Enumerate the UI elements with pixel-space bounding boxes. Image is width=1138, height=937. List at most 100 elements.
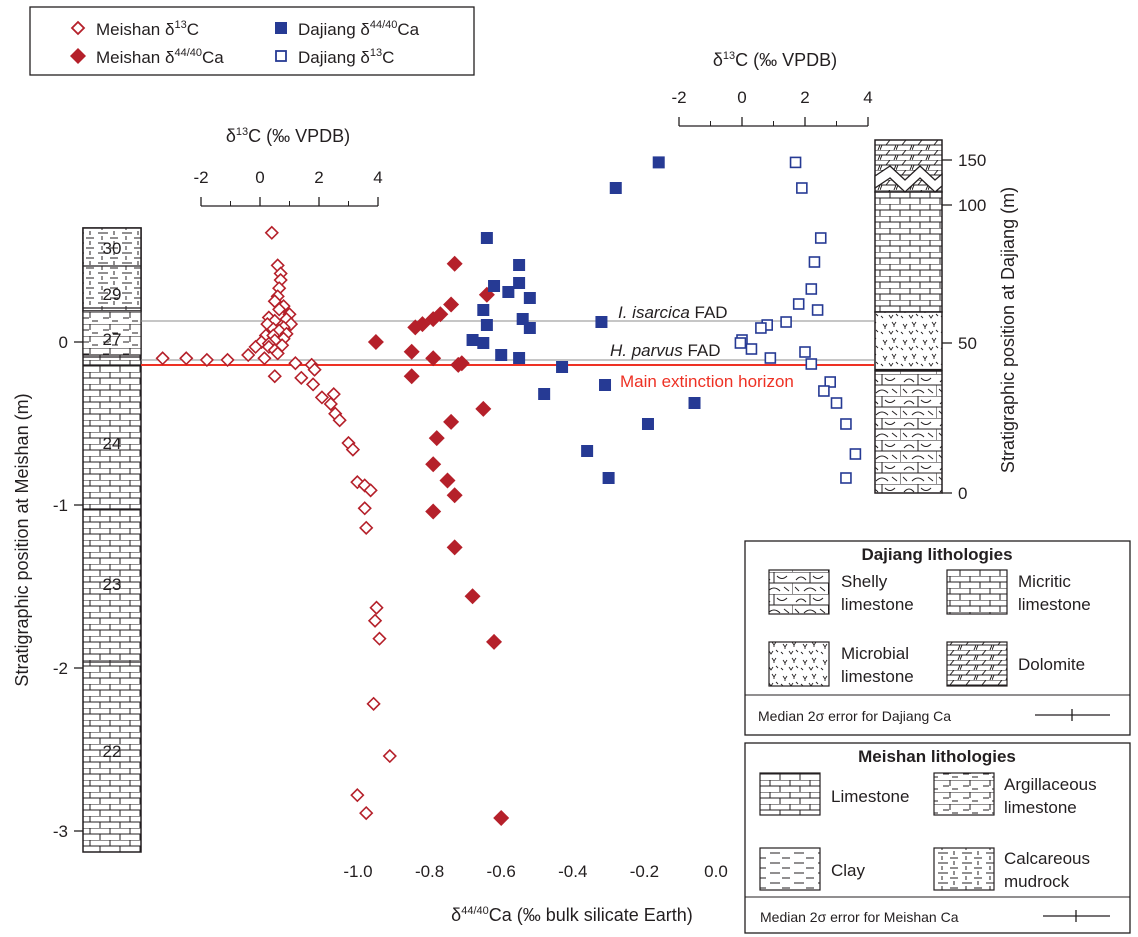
dajiang-dca-point [609,182,622,194]
meishan-d13c-point [367,613,383,628]
dajiang-d13c-point [780,316,792,328]
meishan-d13c-point [267,369,282,384]
bed-number-29: 29 [103,285,122,304]
legend-argillaceous-line2: limestone [1004,798,1077,817]
dajiang-dca-point [495,349,508,361]
meishan-error-bar [1043,910,1110,922]
dajiang-dca-point [652,156,665,169]
meishan-dca-point [425,503,442,520]
bed-number-22: 22 [103,742,122,761]
dajiang-d13c-point [808,256,821,268]
legend-limestone-label: Limestone [831,787,909,806]
legend-marker-filled-diamond [70,48,86,64]
dajiang-dca-point [595,316,608,328]
dajiang-d13c-axis-title: δ13C (‰ VPDB) [713,50,837,70]
dajiang-microbial-layer [874,311,943,371]
swatch-argillaceous-limestone [933,772,995,816]
meishan-d13c-point [179,351,194,366]
dajiang-legend-title: Dajiang lithologies [861,545,1012,564]
meishan-dca-point [464,588,481,605]
swatch-calcareous-mudrock [933,847,995,891]
dajiang-d13c-point [840,418,852,430]
meishan-d13c-point [369,600,384,615]
meishan-d13c-point [199,352,215,368]
dajiang-d13c-point [745,343,758,355]
ca-tick-label: -1.0 [343,862,372,881]
meishan-y-tick-label: -3 [53,822,68,841]
dajiang-d13c-point [824,376,837,388]
dajiang-d13c-point [734,337,747,349]
dajiang-dca-point [602,472,615,484]
legend-label-dajiang-d13c: Dajiang δ13C [298,47,394,67]
legend-label-meishan-d13c: Meishan δ13C [96,19,199,39]
dajiang-dca-point [688,397,701,409]
dajiang-y-tick-label: 100 [958,196,986,215]
legend-label-meishan-dca: Meishan δ44/40Ca [96,47,224,67]
meishan-y-tick-label: -1 [53,496,68,515]
meishan-dca-point [407,319,424,336]
dajiang-d13c-point [814,232,827,244]
meishan-argillaceous-layer [82,310,142,356]
meishan-d13c-point [305,377,321,392]
legend-shelly-line2: limestone [841,595,914,614]
main-extinction-label: Main extinction horizon [620,372,794,391]
dajiang-dca-point [599,379,612,391]
meishan-dca-point [367,334,384,350]
data-points [155,156,862,826]
ca-tick-label: -0.4 [558,862,587,881]
dajiang-y-tick-label: 0 [958,484,967,503]
ca-x-axis: δ44/40Ca (‰ bulk silicate Earth) -1.0 -0.… [343,862,727,925]
dajiang-dca-point [513,277,526,289]
meishan-d13c-point [307,362,322,377]
dajiang-d13c-point [805,358,818,370]
dajiang-d13c-point [805,283,818,295]
dajiang-d13c-point [792,298,805,310]
dajiang-dca-point [556,361,569,373]
d13c-tick-label: 2 [800,88,809,107]
meishan-d13c-point [257,351,272,366]
meishan-d13c-point [314,390,330,405]
ca-tick-label: -0.6 [487,862,516,881]
swatch-microbial-limestone [768,641,830,687]
meishan-d13c-point [372,631,387,646]
legend-mudrock-line2: mudrock [1004,872,1070,891]
d13c-tick-label: -2 [193,168,208,187]
dajiang-error-bar [1035,709,1110,721]
legend-micritic-line1: Micritic [1018,572,1071,591]
dajiang-dca-point [538,388,551,400]
meishan-error-label: Median 2σ error for Meishan Ca [760,909,959,925]
d13c-tick-label: 4 [863,88,872,107]
dajiang-d13c-axis: δ13C (‰ VPDB) -2 0 2 4 [671,50,873,127]
bed-number-27: 27 [103,330,122,349]
legend-marker-open-square [275,50,287,62]
bed-number-24: 24 [103,434,122,453]
meishan-d13c-axis: δ13C (‰ VPDB) -2 0 2 4 [193,126,383,207]
meishan-d13c-point [357,501,372,516]
dajiang-micritic-layer [874,191,943,313]
meishan-legend-title: Meishan lithologies [858,747,1016,766]
dajiang-d13c-point [811,304,824,316]
dajiang-dca-point [477,304,490,316]
dajiang-dca-point [523,322,536,334]
ca-tick-label: -0.8 [415,862,444,881]
meishan-lithology-legend: Meishan lithologies Limestone Argillaceo… [744,742,1131,934]
legend-clay-label: Clay [831,861,866,880]
meishan-d13c-point [294,370,309,385]
meishan-y-tick-label: 0 [59,333,68,352]
meishan-d13c-point [288,356,303,371]
legend-item-dajiang-dca: Dajiang δ44/40Ca [275,19,420,39]
dajiang-dca-point [641,418,654,430]
legend-marker-open-diamond [70,20,86,36]
meishan-y-axis: 0 -1 -2 -3 [53,333,83,841]
legend-item-meishan-d13c: Meishan δ13C [70,19,199,39]
meishan-dca-point [425,456,442,473]
meishan-mudrock-layer [82,227,142,312]
dajiang-dca-point [513,259,526,271]
legend-argillaceous-line1: Argillaceous [1004,775,1097,794]
dajiang-d13c-point [799,346,811,358]
dajiang-dca-point [523,292,536,304]
meishan-lithology-column: 30 29 27 24 23 22 0 -1 -2 -3 Stratigraphic … [12,227,142,853]
dajiang-shelly-layer [874,370,943,494]
meishan-d13c-point [359,520,374,535]
